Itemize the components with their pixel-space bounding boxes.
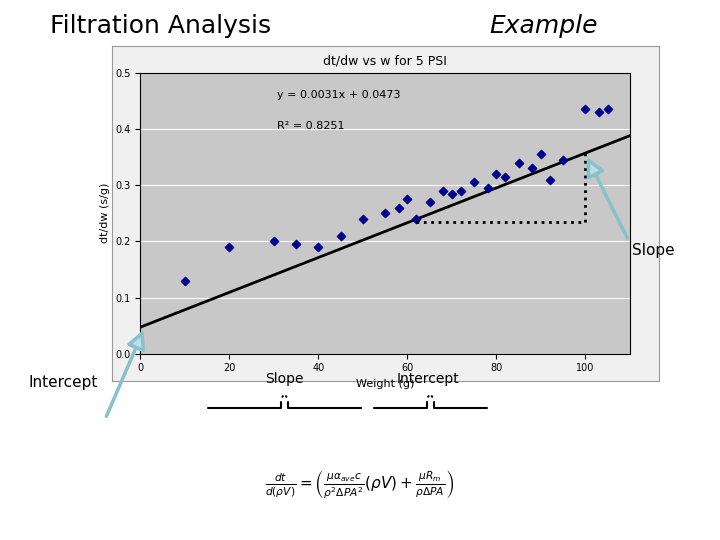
Point <box>224 242 235 251</box>
Point <box>379 209 391 218</box>
Point <box>455 186 467 195</box>
Point <box>593 108 605 117</box>
Point <box>482 184 493 192</box>
Text: y = 0.0031x + 0.0473: y = 0.0031x + 0.0473 <box>277 90 401 100</box>
Y-axis label: dt/dw (s/g): dt/dw (s/g) <box>100 183 109 244</box>
Point <box>402 195 413 204</box>
Point <box>268 237 279 246</box>
Point <box>335 232 346 240</box>
Point <box>491 170 503 178</box>
Point <box>410 214 422 223</box>
Text: Slope: Slope <box>265 372 304 386</box>
Point <box>446 190 458 198</box>
Point <box>357 214 369 223</box>
Point <box>393 204 405 212</box>
Title: dt/dw vs w for 5 PSI: dt/dw vs w for 5 PSI <box>323 55 447 68</box>
Text: $\frac{dt}{d(\rho V)} = \left(\frac{\mu\alpha_{ave}c}{\rho^2 \Delta PA^2}(\rho V: $\frac{dt}{d(\rho V)} = \left(\frac{\mu\… <box>266 468 454 501</box>
Point <box>535 150 546 159</box>
Text: Intercept: Intercept <box>397 372 460 386</box>
Point <box>290 240 302 248</box>
X-axis label: Weight (g): Weight (g) <box>356 379 415 389</box>
Point <box>500 172 511 181</box>
Point <box>557 156 569 164</box>
Point <box>544 176 556 184</box>
Point <box>437 186 449 195</box>
Point <box>513 158 524 167</box>
Text: Intercept: Intercept <box>29 375 98 390</box>
Point <box>179 276 191 285</box>
Text: Slope: Slope <box>632 244 675 259</box>
Point <box>580 105 591 114</box>
Point <box>526 164 538 173</box>
Point <box>602 105 613 114</box>
Text: Filtration Analysis: Filtration Analysis <box>50 14 271 37</box>
Text: R² = 0.8251: R² = 0.8251 <box>277 120 345 131</box>
Point <box>469 178 480 187</box>
Text: Example: Example <box>490 14 598 37</box>
Point <box>424 198 436 206</box>
Point <box>312 242 324 251</box>
